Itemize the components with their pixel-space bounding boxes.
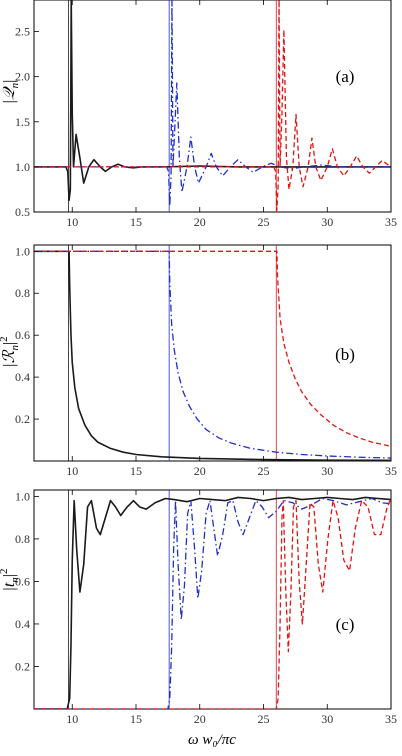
panel-c-xtick-label: 25: [258, 712, 270, 726]
panel-b-xtick-label: 25: [258, 464, 270, 478]
panel-c-ytick-label: 0.6: [15, 574, 30, 588]
panel-a-xtick-label: 10: [66, 215, 78, 229]
panel-a-series-black: [34, 0, 391, 202]
panel-a-ytick-label: 2.0: [15, 70, 30, 84]
panel-c-ytick-label: 0.2: [15, 659, 30, 673]
panel-a-ticks: 10 15 20 25 30 35 0.5 1.0 1.5 2.0 2.5: [15, 0, 397, 229]
panel-b-series-blue: [34, 250, 391, 459]
panel-b-xtick-label: 15: [130, 464, 142, 478]
panel-a-ytick-label: 1.0: [15, 160, 30, 174]
panel-b-ytick-label: 0.8: [15, 286, 30, 300]
panel-c-ytick-label: 0.4: [15, 617, 30, 631]
panel-b-frame: [33, 244, 392, 462]
panel-a-xtick-label: 30: [321, 215, 333, 229]
panel-b-ytick-label: 0.2: [15, 412, 30, 426]
panel-c-series-black: [34, 496, 391, 709]
panel-b-xtick-label: 30: [321, 464, 333, 478]
panel-a-label: (a): [336, 67, 355, 86]
panel-c-series-red: [34, 498, 391, 709]
panel-b-ytick-label: 0.4: [15, 370, 30, 384]
panel-b-series-red: [34, 250, 391, 447]
panel-c-xtick-label: 10: [66, 712, 78, 726]
panel-c-series-blue: [34, 497, 391, 709]
panel-c-series: [34, 496, 391, 709]
panel-b-ticks: 10 15 20 25 30 35 0.2 0.4 0.6 0.8 1.0: [15, 244, 397, 478]
panel-b-label: (b): [335, 345, 355, 364]
panel-a-xtick-label: 25: [258, 215, 270, 229]
panel-a-frame: [33, 0, 392, 213]
panel-a-series-blue: [34, 0, 391, 207]
x-axis-label: ω w₀/πc: [188, 732, 236, 748]
panel-b-ylabel: |ℛn|2: [0, 336, 21, 367]
panel-b-series: [34, 250, 391, 461]
panel-c-ytick-label: 1.0: [15, 489, 30, 503]
panel-c-ytick-label: 0.8: [15, 532, 30, 546]
panel-a-series: [34, 0, 391, 211]
panel-a-xtick-label: 15: [130, 215, 142, 229]
panel-a-ylabel: |𝒬n|: [1, 80, 21, 105]
panel-b: 10 15 20 25 30 35 0.2 0.4 0.6 0.8 1.0 (b) |ℛn|2: [0, 244, 397, 478]
panel-b-xtick-label: 20: [194, 464, 206, 478]
panel-c-xtick-label: 15: [130, 712, 142, 726]
panel-a-ytick-label: 2.5: [15, 25, 30, 39]
panel-a-ytick-label: 0.5: [15, 205, 30, 219]
panel-c-cutoff-lines: [68, 490, 277, 709]
panel-b-series-black: [34, 250, 391, 461]
panel-c-xtick-label: 30: [321, 712, 333, 726]
panel-b-cutoff-lines: [68, 245, 277, 461]
panel-c-ylabel: |tn|2: [0, 568, 21, 591]
panel-b-ytick-label: 1.0: [15, 244, 30, 258]
panel-c-xtick-label: 20: [194, 712, 206, 726]
panel-c-xtick-label: 35: [385, 712, 397, 726]
panel-a-xtick-label: 20: [194, 215, 206, 229]
panel-a: 10 15 20 25 30 35 0.5 1.0 1.5 2.0 2.5 (a) |𝒬n|: [1, 0, 397, 229]
panel-a-ytick-label: 1.5: [15, 115, 30, 129]
panel-c: 10 15 20 25 30 35 0.2 0.4 0.6 0.8 1.0 (c) |tn|2 ω …: [0, 489, 397, 748]
panel-b-xtick-label: 10: [66, 464, 78, 478]
panel-c-label: (c): [336, 615, 355, 634]
panel-b-ytick-label: 0.6: [15, 328, 30, 342]
panel-b-xtick-label: 35: [385, 464, 397, 478]
panel-c-ticks: 10 15 20 25 30 35 0.2 0.4 0.6 0.8 1.0: [15, 489, 397, 726]
panel-a-xtick-label: 35: [385, 215, 397, 229]
panel-a-series-red: [34, 0, 391, 211]
